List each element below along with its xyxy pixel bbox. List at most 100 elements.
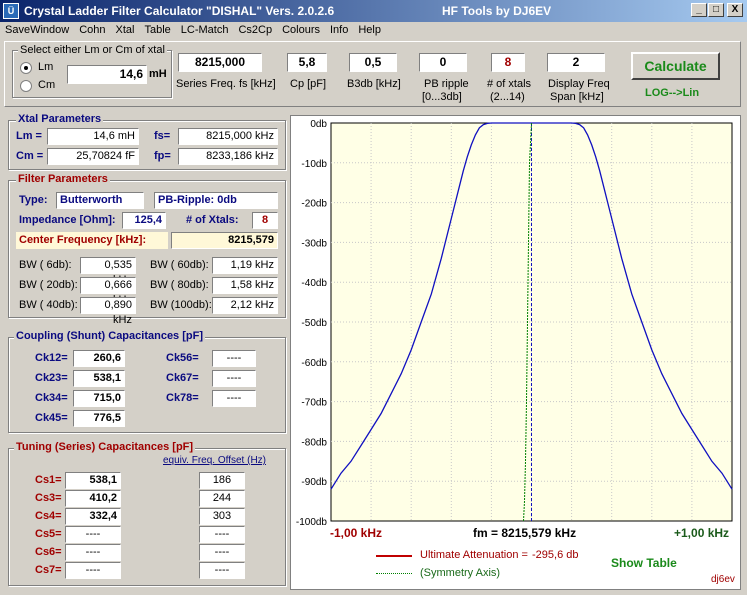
span-label: Display Freq — [548, 78, 610, 90]
b3db-label: B3db [kHz] — [347, 78, 401, 90]
y-tick-label: -50db — [301, 318, 327, 329]
cs3-offset: 244 — [199, 490, 245, 507]
show-table-button[interactable]: Show Table — [611, 556, 677, 570]
cs7-label: Cs7= — [35, 564, 62, 576]
maximize-button[interactable]: □ — [708, 3, 724, 17]
cs3-value: 410,2 — [65, 490, 121, 507]
freq-right-label: +1,00 kHz — [674, 526, 730, 540]
window-right-title: HF Tools by DJ6EV — [442, 4, 552, 18]
minimize-button[interactable]: _ — [691, 3, 707, 17]
lm-input[interactable]: 14,6 — [67, 65, 147, 84]
cs1-offset: 186 — [199, 472, 245, 489]
cs6-label: Cs6= — [35, 546, 62, 558]
cs4-value: 332,4 — [65, 508, 121, 525]
filter-pb-ripple: PB-Ripple: 0db — [154, 192, 278, 209]
cs7-offset: ---- — [199, 562, 245, 579]
xtal-fp-label: fp= — [154, 150, 171, 162]
pb-ripple-input[interactable]: 0 — [419, 53, 467, 72]
xtal-fs-value: 8215,000 kHz — [178, 128, 278, 145]
input-panel — [4, 41, 741, 107]
span-input[interactable]: 2 — [547, 53, 605, 72]
bw-20db-label: BW ( 20db): — [19, 279, 78, 291]
filter-type-value: Butterworth — [56, 192, 144, 209]
ck34-value: 715,0 — [73, 390, 125, 407]
menu-table[interactable]: Table — [144, 24, 171, 36]
ck56-value: ---- — [212, 350, 256, 367]
ck67-value: ---- — [212, 370, 256, 387]
menu-colours[interactable]: Colours — [282, 24, 320, 36]
bw-100db-value: 2,12 kHz — [212, 297, 278, 314]
ck45-label: Ck45= — [35, 412, 68, 424]
y-tick-label: -90db — [301, 477, 327, 488]
cs4-offset: 303 — [199, 508, 245, 525]
cm-radio-label: Cm — [38, 79, 56, 91]
app-icon[interactable]: Ü — [3, 3, 19, 19]
freq-offset-link[interactable]: equiv. Freq. Offset (Hz) — [163, 455, 266, 466]
menu-savewindow[interactable]: SaveWindow — [5, 24, 70, 36]
menu-info[interactable]: Info — [329, 24, 349, 36]
center-freq-footer: fm = 8215,579 kHz — [473, 526, 577, 540]
radio-dot — [24, 66, 28, 70]
y-tick-label: -70db — [301, 398, 327, 409]
xtal-select-title: Select either Lm or Cm of xtal — [18, 44, 167, 56]
cs1-label: Cs1= — [35, 474, 62, 486]
y-tick-label: -80db — [301, 437, 327, 448]
ultimate-label: Ultimate Attenuation = — [420, 549, 528, 561]
center-freq-label: Center Frequency [kHz]: — [16, 232, 168, 249]
y-tick-label: -10db — [301, 159, 327, 170]
menu-cohn[interactable]: Cohn — [79, 24, 106, 36]
cs1-value: 538,1 — [65, 472, 121, 489]
chart-panel: 0db -10db -20db -30db -40db -50db -60db -70db -8… — [290, 115, 741, 590]
menu-bar: SaveWindow Cohn Xtal Table LC-Match Cs2Cp Colo… — [0, 22, 747, 40]
lm-unit: mH — [149, 68, 167, 80]
xtal-lm-label: Lm = — [16, 130, 42, 142]
xtal-lm-value: 14,6 mH — [47, 128, 139, 145]
cs3-label: Cs3= — [35, 492, 62, 504]
filter-params-group — [8, 180, 286, 318]
log-lin-toggle[interactable]: LOG-->Lin — [645, 87, 700, 99]
bw-6db-value: 0,535 kHz — [80, 257, 136, 286]
xtals-input[interactable]: 8 — [491, 53, 525, 72]
xtals-range: (2...14) — [490, 91, 525, 103]
bw-6db-label: BW ( 6db): — [19, 259, 72, 271]
xtal-cm-value: 25,70824 fF — [47, 148, 139, 165]
lm-radio[interactable] — [20, 62, 32, 74]
close-button[interactable]: X — [727, 3, 743, 17]
title-bar[interactable]: Ü Crystal Ladder Filter Calculator "DISH… — [0, 0, 747, 22]
b3db-input[interactable]: 0,5 — [349, 53, 397, 72]
bw-80db-value: 1,58 kHz — [212, 277, 278, 294]
bw-60db-value: 1,19 kHz — [212, 257, 278, 274]
cs6-offset: ---- — [199, 544, 245, 561]
impedance-value: 125,4 — [122, 212, 166, 229]
symmetry-label: (Symmetry Axis) — [420, 567, 501, 579]
menu-cs2cp[interactable]: Cs2Cp — [238, 24, 273, 36]
menu-help[interactable]: Help — [358, 24, 381, 36]
calculate-button[interactable]: Calculate — [631, 52, 720, 80]
series-freq-label: Series Freq. fs [kHz] — [176, 78, 276, 90]
ck23-label: Ck23= — [35, 372, 68, 384]
xtals-label: # of xtals — [487, 78, 532, 90]
symmetry-legend-line — [376, 573, 412, 574]
impedance-label: Impedance [Ohm]: — [19, 214, 116, 226]
y-tick-label: -100db — [296, 517, 328, 528]
span-units: Span [kHz] — [550, 91, 604, 103]
menu-lc-match[interactable]: LC-Match — [180, 24, 229, 36]
symmetry-axis-curve — [523, 122, 532, 522]
window-title: Crystal Ladder Filter Calculator "DISHAL… — [24, 4, 335, 18]
cs7-value: ---- — [65, 562, 121, 579]
author-credit: dj6ev — [711, 574, 735, 585]
cp-input[interactable]: 5,8 — [287, 53, 327, 72]
xtal-fp-value: 8233,186 kHz — [178, 148, 278, 165]
ck78-label: Ck78= — [166, 392, 199, 404]
bw-40db-label: BW ( 40db): — [19, 299, 78, 311]
xtal-params-title: Xtal Parameters — [16, 113, 104, 125]
series-freq-input[interactable]: 8215,000 — [178, 53, 262, 72]
bw-60db-label: BW ( 60db): — [150, 259, 209, 271]
cm-radio[interactable] — [20, 80, 32, 92]
ck67-label: Ck67= — [166, 372, 199, 384]
filter-xtals-label: # of Xtals: — [186, 214, 239, 226]
cs6-value: ---- — [65, 544, 121, 561]
y-tick-label: 0db — [310, 119, 327, 130]
cs5-value: ---- — [65, 526, 121, 543]
menu-xtal[interactable]: Xtal — [115, 24, 135, 36]
